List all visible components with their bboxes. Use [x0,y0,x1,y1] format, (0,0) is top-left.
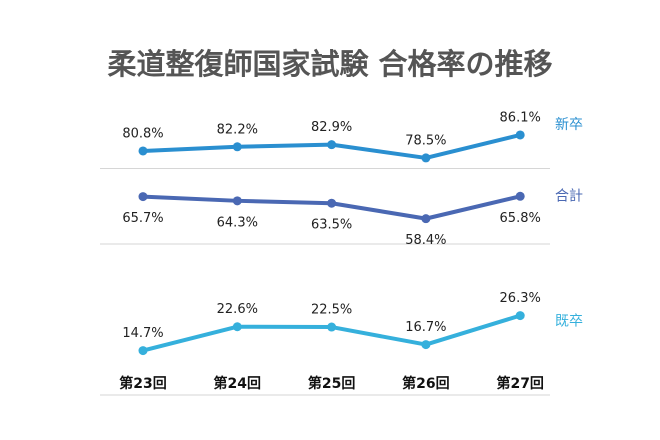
value-label: 80.8% [122,126,163,141]
value-label: 86.1% [500,110,541,125]
value-label: 58.4% [405,233,446,248]
value-label: 14.7% [122,326,163,341]
data-point [421,214,430,223]
legend-label: 新卒 [555,117,583,133]
data-point [327,140,336,149]
value-label: 63.5% [311,218,352,233]
data-point [233,322,242,331]
data-point [139,346,148,355]
data-point [327,323,336,332]
value-label: 64.3% [217,215,258,230]
x-tick-label: 第25回 [308,375,355,392]
value-label: 16.7% [405,320,446,335]
data-point [421,340,430,349]
value-label: 82.2% [217,122,258,137]
data-point [421,153,430,162]
x-tick-label: 第26回 [402,375,449,392]
value-label: 22.6% [217,302,258,317]
data-point [233,196,242,205]
value-label: 65.7% [122,211,163,226]
value-label: 78.5% [405,133,446,148]
legend-label: 合計 [555,188,583,204]
data-point [327,199,336,208]
data-point [516,311,525,320]
data-point [516,192,525,201]
value-label: 22.5% [311,303,352,318]
value-label: 82.9% [311,120,352,135]
value-label: 65.8% [500,211,541,226]
x-tick-label: 第23回 [119,375,166,392]
data-point [233,142,242,151]
x-tick-label: 第24回 [214,375,261,392]
value-label: 26.3% [500,291,541,306]
chart-title: 柔道整復師国家試験 合格率の推移 [107,47,552,81]
x-tick-label: 第27回 [496,375,543,392]
legend-label: 既卒 [555,314,583,330]
data-point [139,146,148,155]
data-point [516,130,525,139]
data-point [139,192,148,201]
series-line [143,316,520,351]
